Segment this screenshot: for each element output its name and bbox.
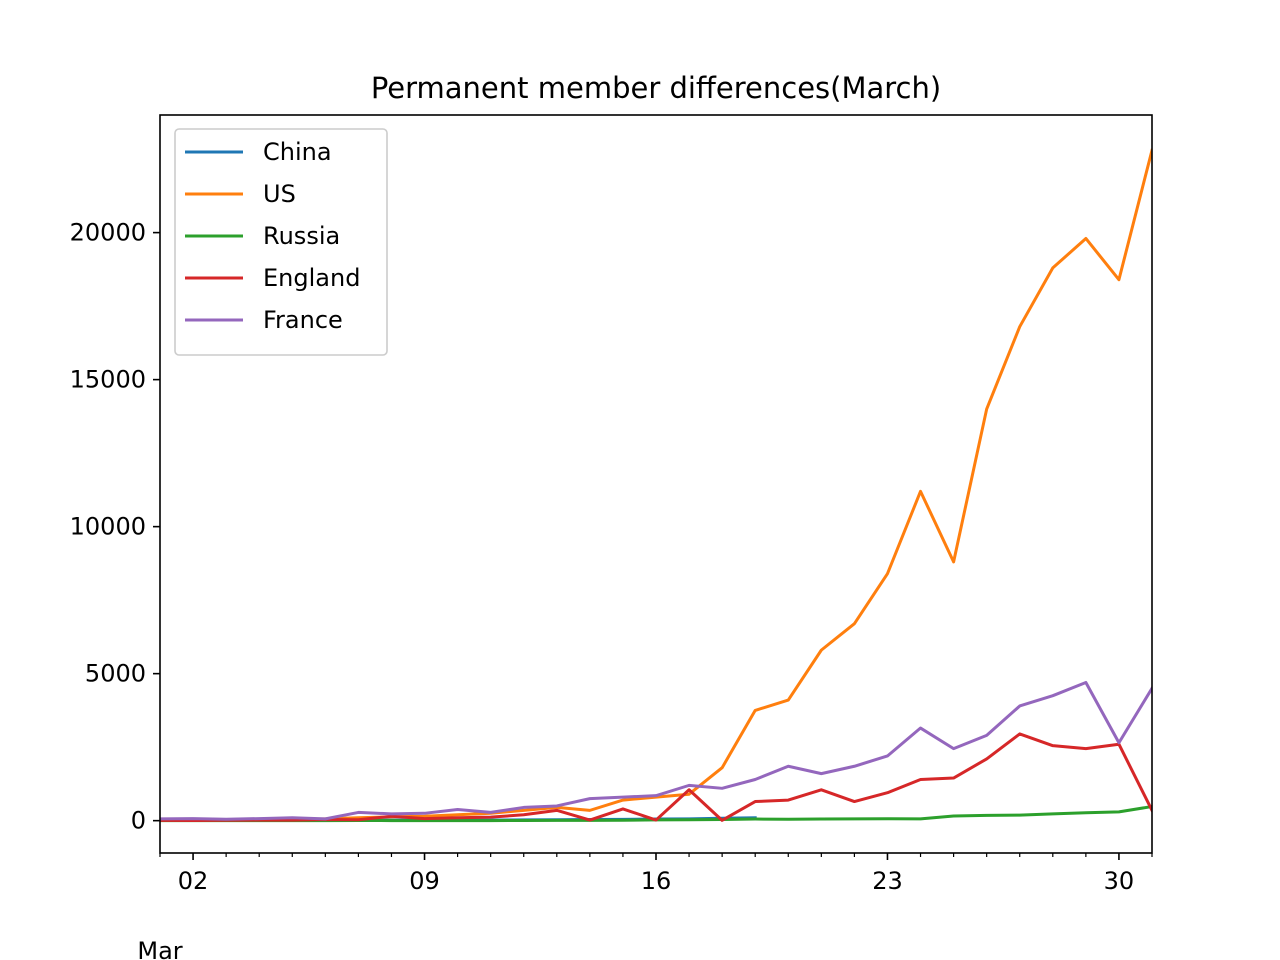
- legend-label-russia: Russia: [263, 222, 340, 250]
- x-tick-label: 02: [178, 867, 209, 895]
- y-tick-label: 0: [131, 807, 146, 835]
- y-tick-label: 5000: [85, 660, 146, 688]
- legend-label-us: US: [263, 180, 296, 208]
- series-line-france: [160, 680, 1152, 821]
- y-tick-label: 10000: [70, 513, 146, 541]
- legend-label-china: China: [263, 138, 332, 166]
- legend-box: [174, 128, 388, 356]
- series-layer: [160, 148, 1152, 823]
- y-tick-label: 15000: [70, 366, 146, 394]
- y-tick-label: 20000: [70, 219, 146, 247]
- x-tick-label: 16: [641, 867, 672, 895]
- x-tick-label: 09: [409, 867, 440, 895]
- axes-layer: 0 5000 10000 15000 20000 02 09 16 23 30 Mar: [70, 114, 1153, 960]
- chart-title: Permanent member differences(March): [371, 71, 941, 105]
- x-month-label: Mar: [137, 937, 182, 960]
- legend: China US Russia England France: [174, 128, 388, 356]
- x-tick-label: 23: [872, 867, 903, 895]
- x-tick-label: 30: [1104, 867, 1135, 895]
- legend-label-england: England: [263, 264, 360, 292]
- legend-label-france: France: [263, 306, 343, 334]
